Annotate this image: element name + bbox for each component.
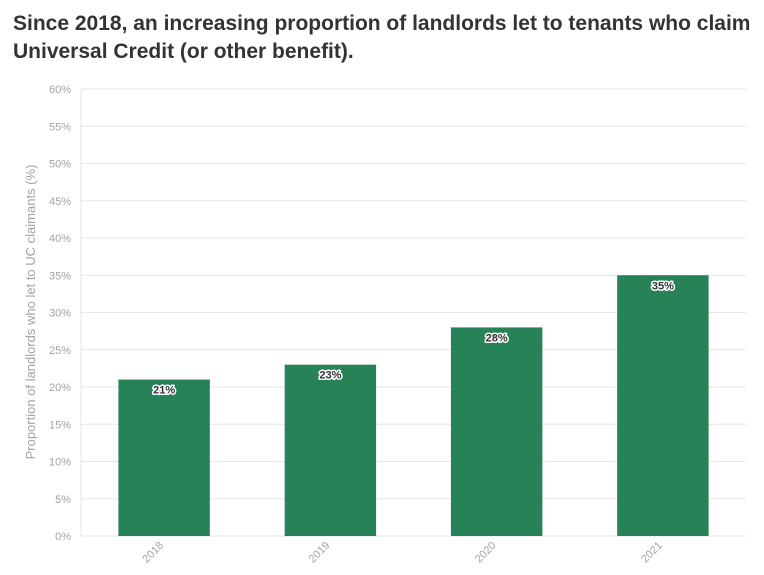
bar-2018 bbox=[118, 379, 210, 536]
bar-2020 bbox=[450, 327, 543, 536]
y-tick-label: 55% bbox=[49, 121, 71, 133]
x-tick-label: 2021 bbox=[639, 540, 665, 566]
y-axis-ticks: 0% 5% 10% 15% 20% 25% 30% 35% 40% 45% 50% 55% 60% bbox=[49, 84, 71, 543]
y-tick-label: 45% bbox=[49, 196, 71, 208]
data-label: 28% bbox=[486, 332, 508, 344]
bar-2021 bbox=[617, 275, 709, 536]
y-tick-label: 20% bbox=[49, 382, 71, 394]
y-tick-label: 25% bbox=[49, 345, 71, 357]
y-tick-label: 5% bbox=[55, 494, 71, 506]
y-tick-label: 40% bbox=[49, 233, 71, 245]
y-tick-label: 50% bbox=[49, 159, 71, 171]
data-label: 21% bbox=[153, 385, 175, 397]
data-label: 35% bbox=[652, 280, 674, 292]
x-tick-label: 2018 bbox=[140, 540, 166, 566]
x-axis-ticks: 2018 2019 2020 2021 bbox=[140, 540, 665, 566]
bar-2019 bbox=[284, 364, 377, 536]
y-tick-label: 35% bbox=[49, 270, 71, 282]
x-tick-label: 2019 bbox=[307, 540, 333, 566]
y-tick-label: 10% bbox=[49, 457, 71, 469]
y-tick-label: 15% bbox=[49, 419, 71, 431]
chart-title: Since 2018, an increasing proportion of … bbox=[13, 12, 751, 63]
y-tick-label: 0% bbox=[55, 531, 71, 543]
data-label: 23% bbox=[319, 370, 341, 382]
bars bbox=[118, 275, 709, 536]
x-tick-label: 2020 bbox=[473, 540, 499, 566]
y-tick-label: 30% bbox=[49, 308, 71, 320]
y-tick-label: 60% bbox=[49, 84, 71, 96]
data-labels: 21% 23% 28% 35% bbox=[152, 279, 676, 398]
y-axis-label: Proportion of landlords who let to UC cl… bbox=[23, 165, 38, 460]
